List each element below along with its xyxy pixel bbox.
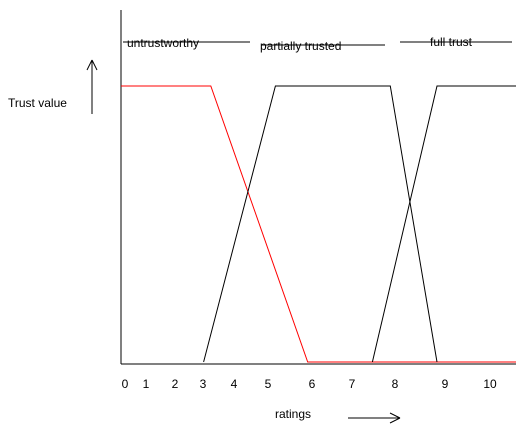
x-axis-label: ratings — [275, 407, 311, 421]
series-line-untrustworthy — [121, 85, 516, 363]
x-tick-label: 3 — [200, 377, 207, 391]
x-tick-labels: 0 1 2 3 4 5 6 7 8 9 10 — [122, 377, 497, 391]
x-tick-label: 9 — [442, 377, 449, 391]
x-tick-label: 1 — [143, 377, 150, 391]
series-label-full-trust: full trust — [430, 35, 473, 49]
series-line-partially-trusted — [203, 85, 438, 363]
x-tick-label: 5 — [265, 377, 272, 391]
series-line-full-trust — [371, 85, 516, 363]
x-axis-arrow-icon — [348, 412, 401, 424]
x-tick-label: 4 — [231, 377, 238, 391]
x-tick-label: 7 — [349, 377, 356, 391]
series-label-untrustworthy: untrustworthy — [127, 36, 199, 50]
x-tick-label: 8 — [392, 377, 399, 391]
x-tick-label: 10 — [483, 377, 497, 391]
x-tick-label: 6 — [309, 377, 316, 391]
x-tick-label: 2 — [172, 377, 179, 391]
y-axis-arrow-icon — [86, 59, 98, 114]
x-tick-label: 0 — [122, 377, 129, 391]
series-label-partially-trusted: partially trusted — [260, 39, 341, 53]
y-axis-label: Trust value — [8, 96, 67, 110]
series-layer — [121, 85, 516, 363]
